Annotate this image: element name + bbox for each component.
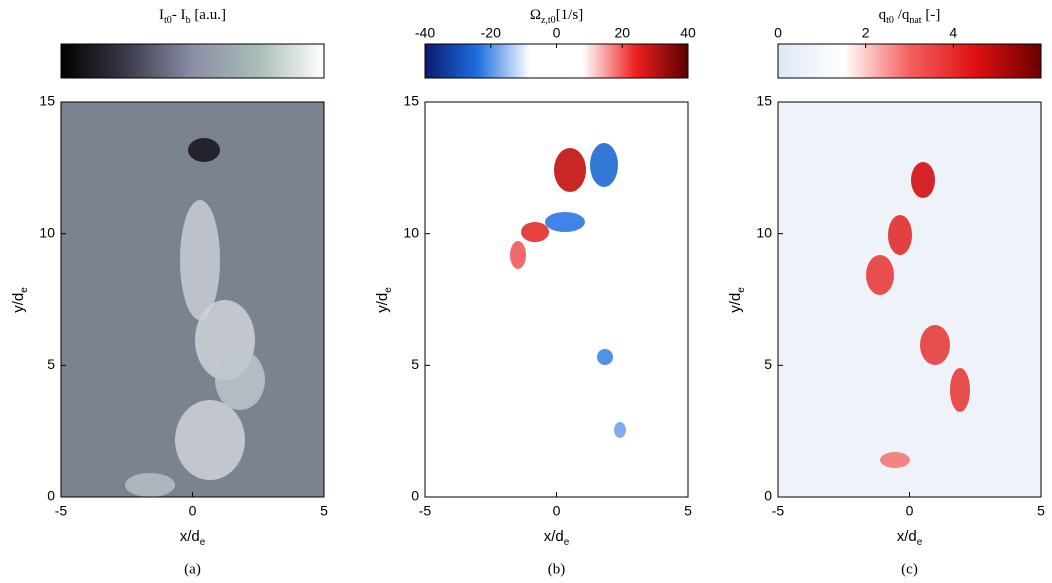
y-axis-label: y/de: [374, 287, 394, 313]
flow-structure: [554, 148, 586, 192]
colorbar-tick-label: 4: [949, 25, 957, 41]
x-tick-label: 0: [906, 503, 914, 519]
colorbar-tick-label: 20: [614, 25, 630, 41]
y-tick-label: 15: [403, 93, 419, 109]
y-tick-label: 0: [764, 488, 772, 504]
panel-caption: (b): [548, 561, 566, 577]
flow-structure: [545, 212, 585, 232]
colorbar-tick-label: 0: [774, 25, 782, 41]
y-axis-label: y/de: [10, 287, 30, 313]
flow-structure: [950, 368, 970, 412]
colorbar: [777, 43, 1042, 79]
x-tick-label: -5: [55, 503, 68, 519]
y-tick-label: 0: [47, 488, 55, 504]
image-background: [778, 102, 1041, 497]
colorbar-title: Ωz,t0[1/s]: [530, 7, 583, 26]
colorbar-tick-label: -40: [415, 25, 435, 41]
colorbar-title: qt0 /qnat [-]: [879, 7, 941, 26]
flow-structure: [614, 422, 626, 438]
panel: Ωz,t0[1/s]-40 -20 0 20 40-5 0 5051015x/dey/de(…: [374, 7, 696, 577]
flow-structure: [888, 215, 912, 255]
y-tick-label: 15: [756, 93, 772, 109]
y-axis-label: y/de: [727, 287, 747, 313]
colorbar-tick-label: 0: [553, 25, 561, 41]
y-tick-label: 5: [47, 356, 55, 372]
x-axis-label: x/de: [897, 528, 923, 548]
panel-caption: (a): [184, 561, 201, 577]
x-tick-label: 5: [1037, 503, 1045, 519]
flow-structure: [215, 350, 265, 410]
flow-structure: [175, 400, 245, 480]
colorbar-title: It0- Ib [a.u.]: [159, 7, 226, 26]
x-tick-label: 0: [553, 503, 561, 519]
flow-structure: [866, 255, 894, 295]
x-tick-label: -5: [419, 503, 432, 519]
x-tick-label: 0: [189, 503, 197, 519]
y-tick-label: 15: [39, 93, 55, 109]
y-tick-label: 10: [39, 224, 55, 240]
y-tick-label: 10: [403, 224, 419, 240]
colorbar-tick-label: 2: [862, 25, 870, 41]
y-tick-label: 10: [756, 224, 772, 240]
x-axis-label: x/de: [180, 528, 206, 548]
y-tick-label: 5: [411, 356, 419, 372]
flow-structure: [911, 162, 935, 198]
flow-structure: [880, 452, 910, 468]
flow-structure: [590, 143, 618, 187]
flow-structure: [510, 241, 526, 269]
flow-structure: [521, 222, 549, 242]
x-tick-label: -5: [772, 503, 785, 519]
colorbar-tick-label: 40: [680, 25, 696, 41]
flow-structure: [125, 473, 175, 497]
y-tick-label: 5: [764, 356, 772, 372]
flow-structure: [920, 325, 950, 365]
panel-caption: (c): [901, 561, 918, 577]
flow-structure: [597, 349, 613, 365]
colorbar: [424, 43, 689, 79]
flow-structure: [188, 138, 220, 162]
x-tick-label: 5: [684, 503, 692, 519]
x-axis-label: x/de: [544, 528, 570, 548]
y-tick-label: 0: [411, 488, 419, 504]
colorbar: [60, 43, 325, 79]
flow-structure: [180, 200, 220, 320]
colorbar-tick-label: -20: [481, 25, 501, 41]
x-tick-label: 5: [320, 503, 328, 519]
